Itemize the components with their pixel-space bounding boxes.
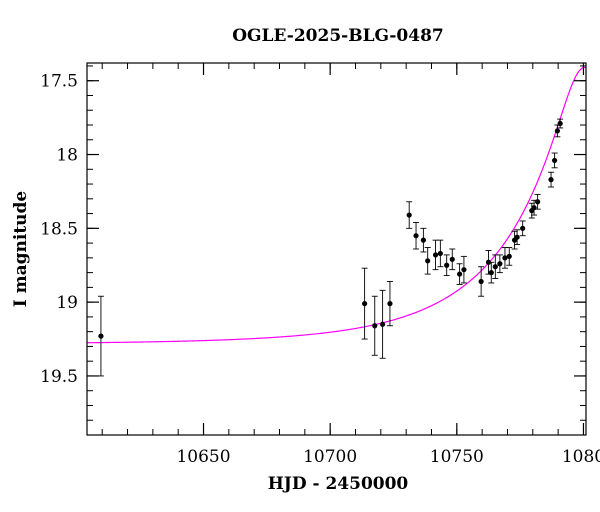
point-marker (406, 212, 412, 218)
x-tick-label: 10650 (176, 447, 230, 467)
data-point (386, 281, 393, 327)
point-marker (380, 321, 386, 327)
data-point (449, 248, 456, 271)
point-marker (554, 128, 560, 134)
data-point (420, 227, 427, 253)
data-point (506, 247, 513, 266)
point-marker (488, 270, 494, 276)
point-marker (372, 323, 378, 329)
data-point (488, 261, 495, 284)
data-point (443, 254, 450, 277)
point-marker (548, 177, 554, 183)
point-marker (506, 253, 512, 259)
data-point (413, 221, 420, 250)
plot-frame (86, 62, 587, 436)
point-marker (514, 234, 520, 240)
data-point (496, 254, 503, 274)
point-marker (457, 271, 463, 277)
data-point (557, 118, 564, 129)
point-marker (461, 267, 467, 273)
y-tick-label: 18.5 (40, 219, 78, 239)
data-point (519, 220, 526, 237)
x-tick-label: 10750 (430, 447, 484, 467)
data-point (548, 171, 555, 188)
data-point (478, 266, 485, 297)
point-marker (449, 256, 455, 262)
point-marker (437, 250, 443, 257)
point-marker (520, 225, 526, 231)
data-point (432, 239, 439, 271)
data-point (379, 289, 386, 359)
point-marker (497, 261, 503, 267)
point-marker (492, 264, 498, 270)
tick-labels-group: 10650 10700 10750 1080 17.5 18 18.5 19 19.5 (40, 72, 600, 467)
point-marker (387, 301, 393, 307)
y-tick-label: 18 (56, 146, 78, 166)
data-point (97, 295, 104, 377)
data-point (406, 201, 413, 229)
y-tick-label: 19 (56, 293, 78, 313)
point-marker (444, 262, 450, 268)
point-marker (478, 278, 484, 285)
data-point (460, 255, 467, 284)
point-marker (98, 333, 104, 339)
x-axis-label: HJD - 2450000 (268, 474, 409, 494)
point-marker (425, 258, 431, 264)
chart-title: OGLE-2025-BLG-0487 (232, 26, 444, 46)
point-marker (413, 233, 419, 239)
data-point (501, 247, 508, 269)
data-point (551, 152, 558, 169)
data-point (514, 229, 521, 246)
point-marker (362, 301, 368, 307)
data-point (492, 254, 499, 279)
data-point (456, 263, 463, 285)
data-point (361, 267, 368, 340)
data-point (534, 193, 541, 210)
data-point (424, 247, 431, 275)
data-point (371, 295, 378, 356)
point-marker (432, 252, 439, 258)
data-points-group (97, 118, 564, 377)
point-marker (535, 199, 541, 205)
x-tick-label: 1080 (562, 447, 600, 467)
point-marker (557, 120, 563, 127)
axis-ticks-group (87, 63, 586, 436)
model-curve-group (87, 66, 586, 344)
point-marker (502, 255, 508, 261)
data-point (437, 239, 444, 268)
y-tick-label: 19.5 (40, 367, 78, 387)
y-axis-label: I magnitude (11, 191, 31, 308)
point-marker (551, 157, 558, 164)
point-marker (420, 237, 426, 243)
model-curve (87, 66, 586, 344)
y-tick-label: 17.5 (40, 72, 78, 92)
x-tick-label: 10700 (303, 447, 357, 467)
